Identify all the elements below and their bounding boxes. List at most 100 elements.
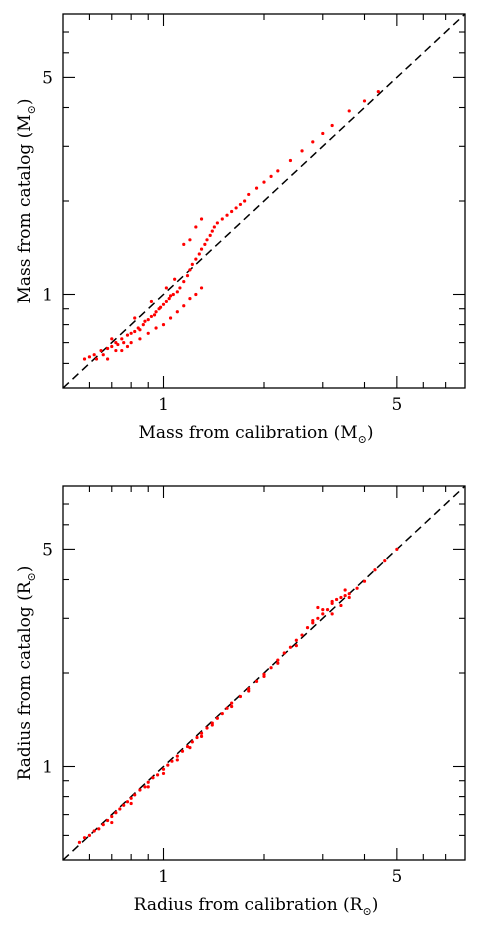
mass-data-point — [262, 180, 266, 184]
mass-data-point — [203, 242, 207, 246]
mass-data-point — [175, 290, 179, 294]
radius-data-point — [339, 595, 343, 600]
radius-data-point — [311, 621, 315, 625]
mass-data-point — [138, 328, 142, 332]
mass-x-tick-label: 1 — [158, 395, 169, 415]
mass-data-point — [129, 341, 133, 345]
radius-data-point — [330, 612, 334, 616]
mass-data-point — [143, 319, 147, 323]
mass-data-point — [205, 238, 209, 242]
mass-data-point — [110, 344, 114, 349]
mass-data-point — [215, 221, 219, 225]
mass-data-point — [188, 297, 192, 301]
mass-data-point — [158, 305, 163, 309]
radius-data-point — [373, 568, 377, 572]
radius-data-point — [276, 661, 280, 665]
mass-data-point — [173, 277, 177, 281]
radius-data-point — [188, 746, 192, 750]
radius-data-point — [335, 597, 339, 602]
mass-data-point — [234, 206, 238, 210]
radius-y-axis-label: Radius from catalog (R⊙) — [15, 566, 38, 781]
mass-data-point — [188, 268, 192, 272]
mass-data-point — [185, 274, 190, 278]
radius-data-point — [195, 735, 199, 740]
mass-data-point — [182, 280, 186, 284]
mass-data-point — [300, 149, 304, 153]
radius-data-point — [175, 754, 179, 758]
mass-data-point — [82, 357, 87, 361]
mass-data-point — [208, 233, 212, 237]
mass-y-tick-label: 5 — [42, 68, 53, 88]
radius-data-point — [97, 827, 101, 831]
radius-data-point — [343, 593, 347, 598]
radius-y-tick-label: 1 — [42, 758, 53, 778]
mass-data-point — [376, 90, 380, 94]
mass-data-point — [167, 297, 171, 301]
radius-data-point — [321, 612, 325, 616]
mass-data-point — [146, 318, 150, 322]
mass-data-point — [120, 348, 124, 353]
radius-data-point — [230, 704, 234, 709]
mass-data-point — [210, 229, 214, 233]
mass-data-point — [194, 292, 198, 297]
radius-data-point — [362, 579, 367, 583]
radius-data-point — [155, 773, 160, 777]
mass-y-axis-label: Mass from catalog (M⊙) — [15, 98, 38, 303]
radius-data-point — [305, 626, 310, 630]
radius-data-point — [247, 687, 251, 691]
radius-points — [77, 547, 399, 844]
radius-data-point — [199, 734, 204, 738]
mass-data-point — [154, 310, 158, 314]
mass-data-point — [182, 304, 186, 308]
radius-data-point — [185, 744, 190, 749]
mass-data-point — [114, 341, 118, 345]
mass-data-point — [247, 192, 251, 197]
mass-axis-ticks: 1 515 — [42, 14, 465, 415]
mass-data-point — [110, 337, 114, 341]
mass-data-point — [269, 174, 273, 179]
mass-x-tick-label: 5 — [391, 395, 402, 415]
mass-data-point — [125, 344, 130, 349]
radius-data-point — [110, 820, 114, 825]
radius-data-point — [288, 645, 293, 649]
mass-data-point — [199, 217, 204, 221]
mass-data-point — [92, 353, 96, 357]
mass-chart: 1 515 Mass from calibration (M⊙) Mass fro… — [15, 13, 466, 446]
radius-data-point — [316, 616, 320, 620]
mass-data-point — [220, 217, 224, 221]
radius-data-point — [125, 800, 130, 804]
mass-data-point — [154, 326, 158, 330]
radius-x-tick-label: 1 — [158, 867, 169, 887]
mass-data-point — [133, 316, 137, 320]
mass-data-point — [87, 355, 92, 359]
mass-data-point — [125, 333, 130, 337]
radius-chart: 1 515 Radius from calibration (R⊙) Radius… — [15, 485, 466, 918]
mass-data-point — [347, 109, 351, 113]
radius-data-point — [129, 796, 133, 800]
radius-data-point — [339, 603, 343, 608]
mass-data-point — [141, 323, 145, 327]
mass-data-point — [129, 331, 133, 335]
radius-data-point — [225, 706, 229, 710]
mass-data-point — [99, 348, 103, 353]
mass-data-point — [321, 131, 325, 136]
mass-data-point — [238, 202, 243, 207]
radius-data-point — [170, 759, 174, 763]
radius-data-point — [87, 833, 92, 838]
mass-data-point — [178, 286, 182, 290]
radius-data-point — [300, 633, 304, 637]
radius-data-point — [282, 651, 286, 655]
mass-data-point — [194, 225, 198, 229]
mass-data-point — [212, 225, 216, 229]
mass-data-point — [122, 341, 126, 345]
radius-data-point — [316, 605, 320, 610]
radius-data-point — [138, 788, 142, 792]
mass-data-point — [288, 158, 293, 163]
radius-data-point — [247, 689, 251, 693]
radius-data-point — [330, 599, 334, 604]
radius-data-point — [321, 608, 325, 612]
radius-data-point — [180, 749, 185, 753]
radius-data-point — [161, 767, 166, 771]
mass-data-point — [330, 123, 334, 128]
